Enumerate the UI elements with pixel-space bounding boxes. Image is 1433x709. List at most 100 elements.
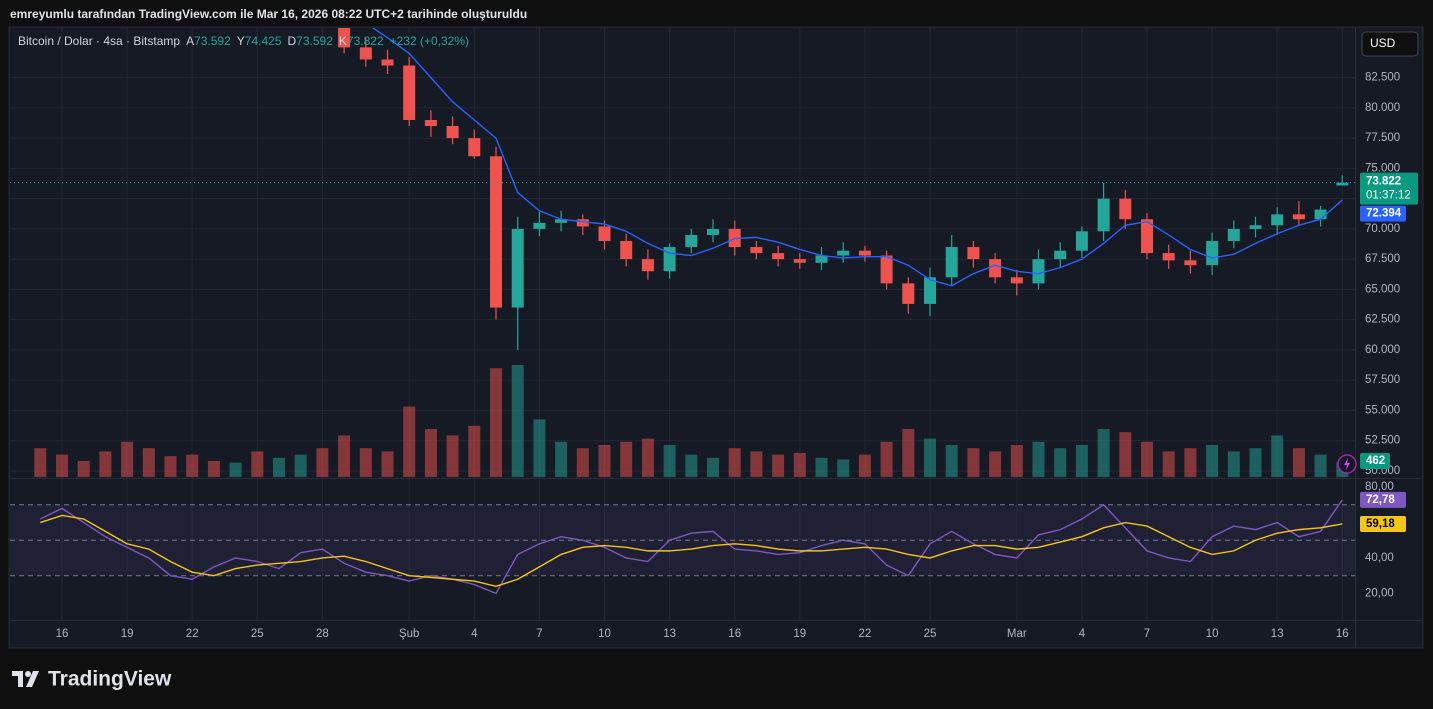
volume-bar — [772, 454, 785, 477]
volume-bar — [598, 445, 611, 477]
volume-bar — [728, 448, 741, 477]
volume-bar — [576, 448, 589, 477]
x-tick-label: 25 — [924, 628, 937, 640]
volume-bar — [446, 435, 459, 477]
x-tick-label: 22 — [859, 628, 872, 640]
volume-bar — [1184, 448, 1197, 477]
last-price: 73.822 — [1366, 176, 1401, 188]
candle-body — [446, 126, 459, 139]
x-tick-label: Mar — [1007, 628, 1027, 640]
candle-body — [945, 247, 958, 278]
y-tick-label: 70.000 — [1365, 223, 1400, 235]
candle-body — [924, 277, 936, 304]
x-tick-label: 4 — [471, 628, 478, 640]
x-tick-label: 22 — [186, 628, 199, 640]
rsi-ma-badge: 59,18 — [1366, 518, 1395, 530]
candle-body — [511, 228, 524, 308]
volume-bar — [359, 448, 372, 477]
volume-bar — [989, 451, 1002, 477]
volume-bar — [490, 368, 502, 477]
candle-body — [815, 255, 828, 263]
candle-body — [967, 247, 980, 260]
candle-body — [381, 59, 394, 66]
currency-button[interactable] — [1361, 31, 1419, 57]
volume-bar — [1010, 445, 1023, 477]
caption: emreyumlu tarafından TradingView.com ile… — [10, 7, 527, 21]
volume-bar — [77, 461, 90, 477]
candle-body — [598, 226, 611, 242]
volume-bar — [750, 451, 763, 477]
y-tick-label: 60.000 — [1365, 344, 1400, 356]
volume-bar — [620, 441, 633, 477]
volume-bar — [511, 365, 524, 477]
candle-body — [555, 219, 568, 223]
candle-body — [338, 28, 351, 48]
candle-body — [424, 119, 437, 127]
rsi-badge-bg — [1360, 491, 1406, 508]
volume-bar — [316, 448, 329, 477]
ohlc-value: 74.425 — [245, 34, 282, 48]
volume-bar — [837, 459, 850, 477]
volume-bar — [186, 454, 199, 477]
candle-body — [902, 283, 915, 304]
candle-body — [707, 228, 719, 235]
y-tick-label: 77.500 — [1365, 132, 1400, 144]
candle-body — [1249, 225, 1262, 229]
volume-bar — [858, 454, 871, 477]
legend: Bitcoin / Dolar · 4sa · Bitstamp A73.592 Y… — [18, 34, 469, 48]
candle-body — [1184, 260, 1197, 266]
y-tick-label: 55.000 — [1365, 404, 1400, 416]
candle-body — [641, 259, 654, 272]
volume-bar — [251, 451, 264, 477]
candle-body — [1075, 231, 1088, 251]
volume-bar — [555, 441, 568, 477]
ma-badge: 72.394 — [1366, 208, 1402, 220]
rsi-ma-badge-bg — [1360, 515, 1406, 532]
volume-bar — [164, 456, 177, 477]
x-tick-label: 10 — [598, 628, 611, 640]
x-tick-label: 16 — [56, 628, 69, 640]
ma-line — [371, 28, 1343, 287]
volume-bar — [1227, 451, 1240, 477]
rsi-tick-label: 80,00 — [1365, 481, 1394, 493]
change: +232 (+0,32%) — [390, 34, 469, 48]
volume-bar — [338, 435, 351, 477]
candle-body — [490, 156, 502, 308]
candle-body — [1162, 253, 1175, 261]
candle-body — [359, 47, 372, 60]
y-tick-label: 75.000 — [1365, 162, 1400, 174]
candle-body — [1314, 209, 1327, 220]
volume-bar — [468, 425, 481, 477]
x-tick-label: 13 — [1271, 628, 1284, 640]
volume-bar — [924, 438, 936, 477]
countdown: 01:37:12 — [1366, 190, 1411, 202]
symbol: Bitcoin / Dolar · 4sa · Bitstamp — [18, 34, 180, 48]
ohlc-prefix: D — [288, 34, 297, 48]
volume-bar — [1162, 451, 1175, 477]
x-tick-label: 16 — [1336, 628, 1349, 640]
volume-bar — [685, 454, 698, 477]
currency[interactable]: USD — [1370, 36, 1396, 50]
x-tick-label: 13 — [663, 628, 676, 640]
volume-bar — [533, 419, 546, 477]
volume-bar — [1271, 435, 1284, 477]
volume-bar — [207, 461, 220, 477]
alert-bolt — [1344, 458, 1350, 470]
volume-bar — [967, 448, 980, 477]
y-tick-label: 62.500 — [1365, 314, 1400, 326]
rsi-badge: 72,78 — [1366, 494, 1395, 506]
volume-bar — [1032, 441, 1045, 477]
candle-body — [685, 234, 698, 248]
ohlc-value: 73.592 — [194, 34, 231, 48]
volume-bar — [381, 451, 394, 477]
candle-body — [989, 259, 1002, 278]
candle-body — [403, 65, 416, 120]
candle-body — [837, 250, 850, 256]
last-price-badge — [1360, 172, 1418, 205]
logo: TradingView — [12, 668, 172, 691]
volume-bar — [1075, 445, 1088, 477]
candle-body — [1054, 250, 1067, 260]
candle-body — [1032, 259, 1045, 284]
rsi-tick-label: 20,00 — [1365, 587, 1394, 599]
